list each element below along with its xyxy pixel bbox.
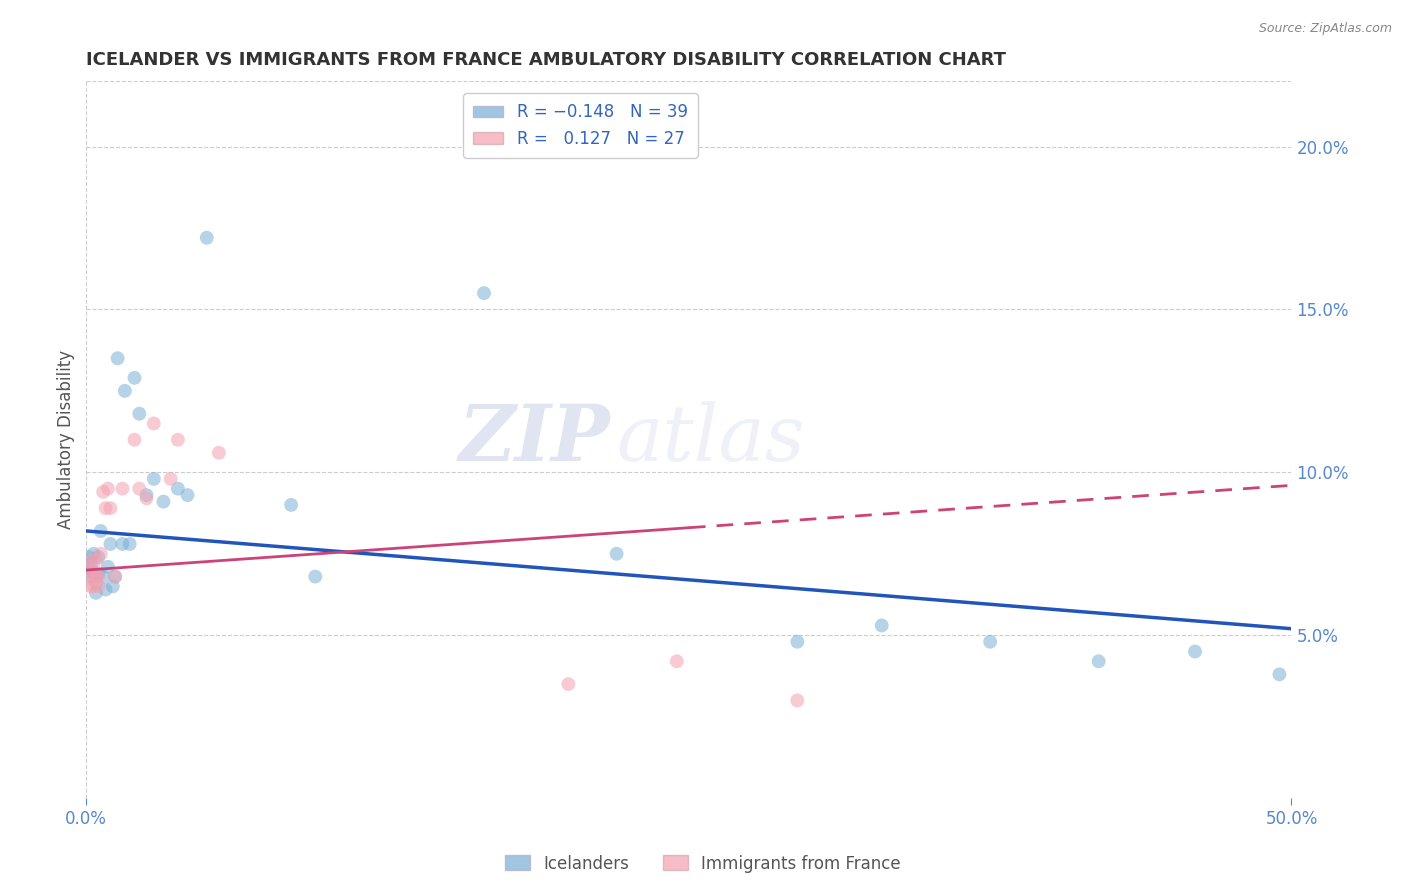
Point	[80, 569, 103, 583]
Point	[87, 579, 110, 593]
Point	[97, 482, 120, 496]
Point	[84, 586, 107, 600]
Point	[94, 582, 117, 597]
Point	[90, 524, 112, 538]
Point	[167, 482, 190, 496]
Point	[80, 557, 103, 571]
Point	[152, 494, 174, 508]
Point	[83, 566, 105, 581]
Point	[195, 231, 218, 245]
Point	[124, 433, 146, 447]
Text: atlas: atlas	[617, 401, 806, 478]
Point	[1184, 644, 1206, 658]
Point	[665, 654, 688, 668]
Point	[80, 579, 103, 593]
Point	[84, 576, 107, 591]
Point	[114, 384, 136, 398]
Point	[472, 286, 495, 301]
Point	[128, 482, 150, 496]
Point	[167, 433, 190, 447]
Point	[111, 482, 134, 496]
Point	[83, 566, 105, 581]
Point	[87, 569, 110, 583]
Point	[606, 547, 628, 561]
Point	[77, 559, 100, 574]
Legend: R = −0.148   N = 39, R =   0.127   N = 27: R = −0.148 N = 39, R = 0.127 N = 27	[463, 94, 697, 158]
Legend: Icelanders, Immigrants from France: Icelanders, Immigrants from France	[499, 848, 907, 880]
Point	[786, 693, 808, 707]
Point	[107, 351, 129, 366]
Point	[87, 566, 110, 581]
Point	[979, 634, 1001, 648]
Point	[100, 537, 122, 551]
Point	[208, 446, 231, 460]
Point	[104, 569, 127, 583]
Point	[118, 537, 141, 551]
Point	[87, 549, 110, 564]
Point	[100, 501, 122, 516]
Point	[176, 488, 198, 502]
Point	[135, 488, 157, 502]
Point	[124, 371, 146, 385]
Text: ICELANDER VS IMMIGRANTS FROM FRANCE AMBULATORY DISABILITY CORRELATION CHART: ICELANDER VS IMMIGRANTS FROM FRANCE AMBU…	[86, 51, 1007, 69]
Point	[77, 569, 100, 583]
Point	[80, 553, 103, 567]
Point	[97, 559, 120, 574]
Point	[128, 407, 150, 421]
Point	[84, 553, 107, 567]
Point	[280, 498, 302, 512]
Point	[786, 634, 808, 648]
Point	[83, 579, 105, 593]
Point	[304, 569, 326, 583]
Point	[1087, 654, 1109, 668]
Text: Source: ZipAtlas.com: Source: ZipAtlas.com	[1258, 22, 1392, 36]
Point	[142, 472, 165, 486]
Point	[101, 579, 124, 593]
Point	[104, 569, 127, 583]
Point	[91, 484, 114, 499]
Point	[91, 569, 114, 583]
Point	[111, 537, 134, 551]
Point	[557, 677, 579, 691]
Point	[94, 501, 117, 516]
Text: ZIP: ZIP	[458, 401, 610, 478]
Point	[77, 559, 100, 574]
Y-axis label: Ambulatory Disability: Ambulatory Disability	[58, 351, 75, 529]
Point	[77, 549, 100, 564]
Point	[90, 547, 112, 561]
Point	[135, 491, 157, 506]
Point	[159, 472, 181, 486]
Point	[870, 618, 893, 632]
Point	[84, 569, 107, 583]
Point	[1268, 667, 1291, 681]
Point	[83, 547, 105, 561]
Point	[142, 417, 165, 431]
